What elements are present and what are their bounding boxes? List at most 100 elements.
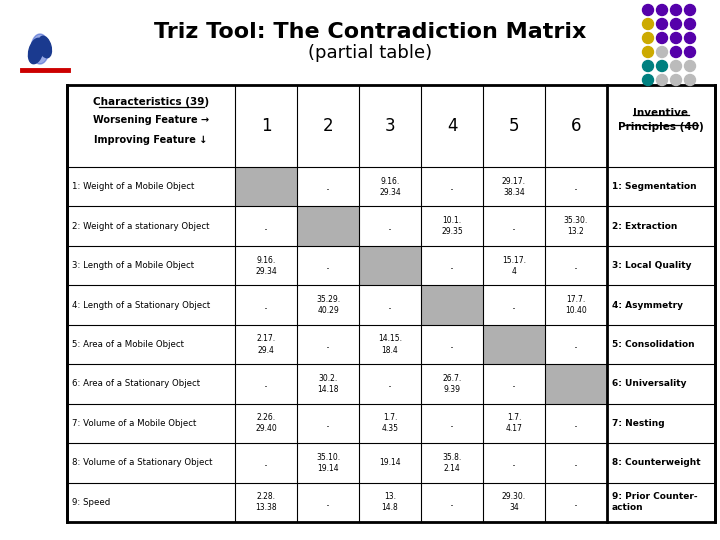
- Text: 9.16.
29.34: 9.16. 29.34: [255, 255, 277, 275]
- Text: 13.
14.8: 13. 14.8: [382, 492, 398, 512]
- Text: .: .: [574, 496, 578, 509]
- Text: 2.17.
29.4: 2.17. 29.4: [256, 334, 276, 355]
- Text: 35.30.
13.2: 35.30. 13.2: [564, 216, 588, 236]
- Text: .: .: [264, 377, 268, 390]
- Circle shape: [657, 46, 667, 57]
- Circle shape: [670, 60, 682, 71]
- Text: 6: Universality: 6: Universality: [612, 380, 686, 388]
- Text: 9: Prior Counter-
action: 9: Prior Counter- action: [612, 492, 698, 512]
- Text: .: .: [574, 417, 578, 430]
- Text: 30.2.
14.18: 30.2. 14.18: [318, 374, 338, 394]
- Text: 1.7.
4.17: 1.7. 4.17: [505, 413, 523, 434]
- Text: .: .: [574, 180, 578, 193]
- Text: .: .: [450, 259, 454, 272]
- Text: .: .: [450, 496, 454, 509]
- Circle shape: [685, 4, 696, 16]
- Circle shape: [685, 60, 696, 71]
- Text: 7: Volume of a Mobile Object: 7: Volume of a Mobile Object: [72, 419, 197, 428]
- Circle shape: [657, 4, 667, 16]
- Text: 3: Length of a Mobile Object: 3: Length of a Mobile Object: [72, 261, 194, 270]
- Text: 2.26.
29.40: 2.26. 29.40: [255, 413, 277, 434]
- Circle shape: [642, 75, 654, 85]
- Text: 1: Segmentation: 1: Segmentation: [612, 182, 697, 191]
- Circle shape: [670, 75, 682, 85]
- Text: .: .: [512, 220, 516, 233]
- Text: 2: Extraction: 2: Extraction: [612, 221, 678, 231]
- Text: 35.29.
40.29: 35.29. 40.29: [316, 295, 340, 315]
- Text: .: .: [326, 338, 330, 351]
- Text: .: .: [388, 299, 392, 312]
- Circle shape: [670, 46, 682, 57]
- Circle shape: [670, 32, 682, 44]
- Text: 2: 2: [323, 117, 333, 135]
- Circle shape: [642, 46, 654, 57]
- Text: 8: Volume of a Stationary Object: 8: Volume of a Stationary Object: [72, 458, 212, 467]
- Text: 2: Weight of a stationary Object: 2: Weight of a stationary Object: [72, 221, 210, 231]
- Text: 3: Local Quality: 3: Local Quality: [612, 261, 691, 270]
- Text: .: .: [264, 220, 268, 233]
- Text: 17.7.
10.40: 17.7. 10.40: [565, 295, 587, 315]
- Text: 35.10.
19.14: 35.10. 19.14: [316, 453, 340, 473]
- Circle shape: [642, 32, 654, 44]
- Bar: [545, 364, 607, 404]
- Circle shape: [670, 18, 682, 30]
- Text: Characteristics (39): Characteristics (39): [93, 97, 209, 107]
- Text: .: .: [450, 180, 454, 193]
- Ellipse shape: [39, 36, 51, 58]
- Text: 15.17.
4: 15.17. 4: [502, 255, 526, 275]
- Circle shape: [685, 75, 696, 85]
- Text: 2.28.
13.38: 2.28. 13.38: [255, 492, 276, 512]
- Text: Inventive
Principles (40): Inventive Principles (40): [618, 108, 704, 132]
- Text: .: .: [450, 338, 454, 351]
- Text: 7: Nesting: 7: Nesting: [612, 419, 665, 428]
- Text: 1: Weight of a Mobile Object: 1: Weight of a Mobile Object: [72, 182, 194, 191]
- Circle shape: [685, 46, 696, 57]
- Circle shape: [685, 32, 696, 44]
- Circle shape: [657, 75, 667, 85]
- Text: 3: 3: [384, 117, 395, 135]
- Text: .: .: [574, 338, 578, 351]
- Bar: [235, 167, 297, 206]
- Text: .: .: [326, 259, 330, 272]
- Text: 6: Area of a Stationary Object: 6: Area of a Stationary Object: [72, 380, 200, 388]
- Text: .: .: [326, 180, 330, 193]
- Text: .: .: [388, 220, 392, 233]
- Circle shape: [642, 60, 654, 71]
- Text: 1: 1: [261, 117, 271, 135]
- Circle shape: [670, 4, 682, 16]
- Circle shape: [657, 60, 667, 71]
- Text: (partial table): (partial table): [308, 44, 432, 62]
- Text: .: .: [326, 496, 330, 509]
- Text: .: .: [326, 417, 330, 430]
- Text: 4: 4: [446, 117, 457, 135]
- Text: 29.30.
34: 29.30. 34: [502, 492, 526, 512]
- Text: 35.8.
2.14: 35.8. 2.14: [442, 453, 462, 473]
- Bar: [67, 85, 715, 522]
- Circle shape: [642, 18, 654, 30]
- Text: 10.1.
29.35: 10.1. 29.35: [441, 216, 463, 236]
- Text: .: .: [512, 299, 516, 312]
- Text: 9.16.
29.34: 9.16. 29.34: [379, 177, 401, 197]
- Text: Improving Feature ↓: Improving Feature ↓: [94, 135, 207, 145]
- Bar: [297, 206, 359, 246]
- Text: 9: Speed: 9: Speed: [72, 498, 110, 507]
- Text: 19.14: 19.14: [379, 458, 401, 467]
- Text: 4: Length of a Stationary Object: 4: Length of a Stationary Object: [72, 301, 210, 309]
- Text: 8: Counterweight: 8: Counterweight: [612, 458, 701, 467]
- Text: .: .: [574, 259, 578, 272]
- Text: 5: Consolidation: 5: Consolidation: [612, 340, 695, 349]
- Circle shape: [685, 18, 696, 30]
- Text: 1.7.
4.35: 1.7. 4.35: [382, 413, 398, 434]
- Text: 26.7.
9.39: 26.7. 9.39: [442, 374, 462, 394]
- Circle shape: [657, 18, 667, 30]
- Text: Triz Tool: The Contradiction Matrix: Triz Tool: The Contradiction Matrix: [154, 22, 586, 42]
- Text: .: .: [574, 456, 578, 469]
- Circle shape: [657, 32, 667, 44]
- Text: 4: Asymmetry: 4: Asymmetry: [612, 301, 683, 309]
- Ellipse shape: [29, 38, 43, 64]
- Bar: [421, 285, 483, 325]
- Circle shape: [642, 4, 654, 16]
- Text: Worsening Feature →: Worsening Feature →: [93, 115, 209, 125]
- Text: 6: 6: [571, 117, 581, 135]
- Ellipse shape: [31, 34, 49, 64]
